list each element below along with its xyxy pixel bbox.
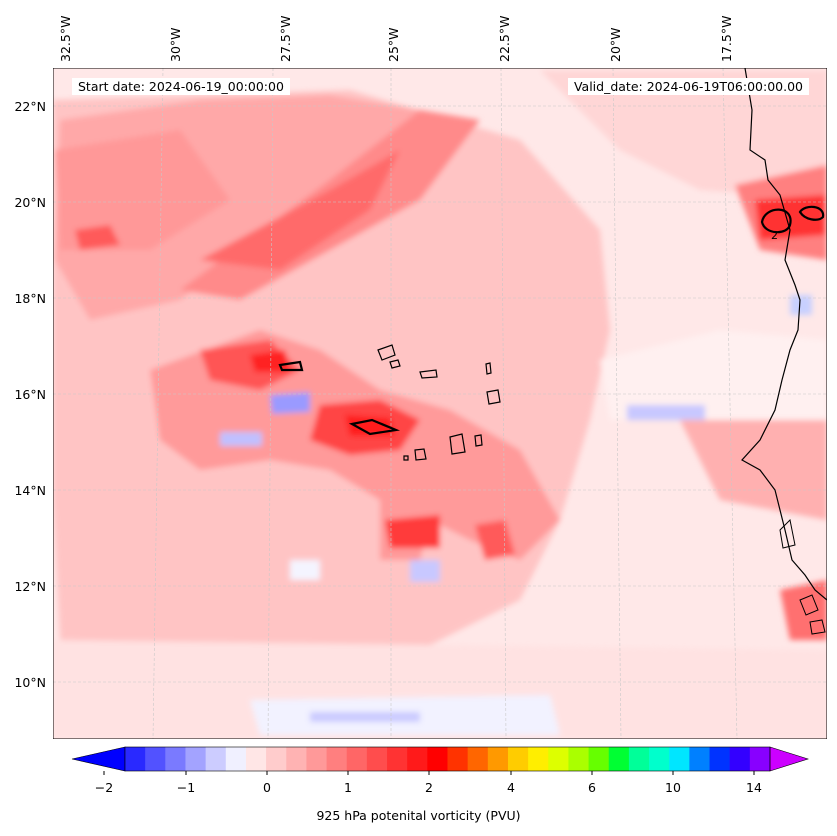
latitude-label: 20°N — [14, 195, 46, 210]
colorbar-swatch — [346, 747, 368, 771]
colorbar-tick-label: 2 — [425, 780, 433, 795]
colorbar-swatch — [729, 747, 751, 771]
colorbar-swatch — [568, 747, 590, 771]
colorbar-swatch — [749, 747, 771, 771]
colorbar-swatch — [165, 747, 186, 771]
start-date-label: Start date: 2024-06-19_00:00:00 — [72, 78, 290, 95]
colorbar-swatch — [427, 747, 448, 771]
africa-coastline — [741, 68, 827, 601]
colorbar-swatch — [528, 747, 549, 771]
colorbar-swatch — [407, 747, 428, 771]
contour-label: 2 — [771, 229, 778, 242]
colorbar-swatch — [507, 747, 529, 771]
latitude-label: 10°N — [14, 675, 46, 690]
colorbar-swatch — [447, 747, 469, 771]
colorbar-tick-label: 0 — [263, 780, 271, 795]
longitude-label: 25°W — [386, 27, 401, 62]
colorbar-swatch — [366, 747, 388, 771]
colorbar-swatch — [326, 747, 348, 771]
latitude-label: 16°N — [14, 387, 46, 402]
longitude-label: 27.5°W — [278, 15, 293, 62]
latitude-label: 18°N — [14, 291, 46, 306]
colorbar-extend-high — [769, 746, 809, 772]
pv-2-contours — [278, 205, 825, 436]
colorbar-tick-label: 10 — [665, 780, 681, 795]
colorbar-swatch — [245, 747, 267, 771]
pv-field — [53, 70, 827, 739]
colorbar-swatch — [588, 747, 610, 771]
colorbar-tick-label: −2 — [94, 780, 114, 795]
colorbar-frame — [124, 746, 771, 772]
colorbar-swatch — [628, 747, 650, 771]
colorbar-title: 925 hPa potenital vorticity (PVU) — [316, 808, 521, 823]
latitude-label: 12°N — [14, 579, 46, 594]
colorbar — [71, 746, 809, 775]
colorbar-swatch — [225, 747, 247, 771]
colorbar-swatch — [145, 747, 166, 771]
colorbar-swatch — [689, 747, 711, 771]
colorbar-swatch — [669, 747, 690, 771]
longitude-label: 17.5°W — [719, 15, 734, 62]
colorbar-tick-label: 1 — [344, 780, 352, 795]
colorbar-swatch — [387, 747, 408, 771]
colorbar-swatch — [185, 747, 207, 771]
colorbar-swatch — [205, 747, 227, 771]
cape-verde-islands — [377, 344, 501, 461]
graticule — [53, 68, 827, 739]
colorbar-swatch — [608, 747, 630, 771]
colorbar-tick-label: 6 — [588, 780, 596, 795]
valid-date-label: Valid_date: 2024-06-19T06:00:00.00 — [567, 78, 809, 95]
colorbar-extend-low — [71, 746, 126, 772]
colorbar-swatch — [306, 747, 328, 771]
colorbar-tick-label: 4 — [507, 780, 515, 795]
colorbar-swatch — [487, 747, 509, 771]
colorbar-swatch — [649, 747, 670, 771]
longitude-label: 30°W — [168, 27, 183, 62]
longitude-label: 22.5°W — [497, 15, 512, 62]
colorbar-swatch — [266, 747, 287, 771]
longitude-label: 20°W — [608, 27, 623, 62]
colorbar-swatch — [548, 747, 569, 771]
colorbar-swatch — [125, 747, 146, 771]
colorbar-swatch — [467, 747, 489, 771]
latitude-label: 14°N — [14, 483, 46, 498]
colorbar-swatch — [286, 747, 307, 771]
latitude-label: 22°N — [14, 99, 46, 114]
colorbar-tick-label: −1 — [176, 780, 196, 795]
longitude-label: 32.5°W — [58, 15, 73, 62]
colorbar-tick-label: 14 — [746, 780, 762, 795]
colorbar-swatch — [709, 747, 731, 771]
